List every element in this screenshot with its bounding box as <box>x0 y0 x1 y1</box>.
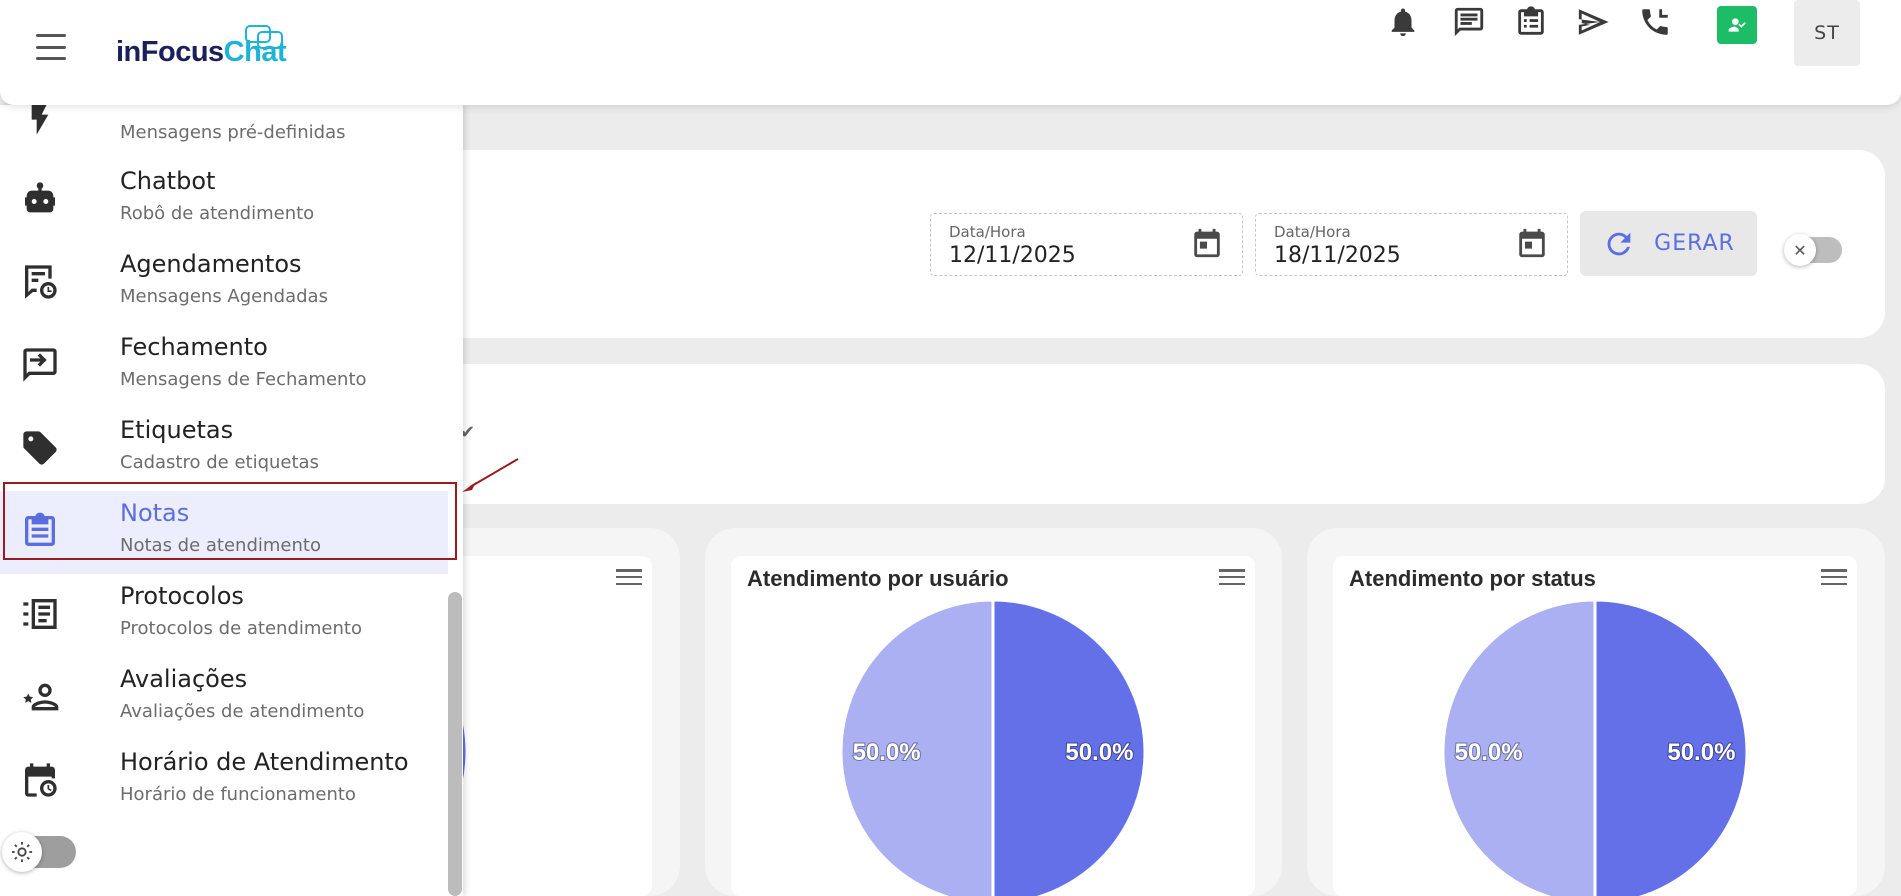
person-star-icon <box>20 677 60 717</box>
annotation-arrow <box>462 458 519 492</box>
pie-chart-2: 50.0% 50.0% <box>839 598 1147 896</box>
menu-icon[interactable] <box>30 30 72 64</box>
avatar[interactable]: ST <box>1794 0 1860 66</box>
sidebar-item-ratings[interactable]: Avaliações Avaliações de atendimento <box>0 657 448 740</box>
tag-icon <box>20 428 60 468</box>
sidebar-item-title: Protocolos <box>120 582 244 610</box>
send-icon[interactable] <box>1571 0 1615 44</box>
brightness-icon <box>2 832 42 872</box>
pie-slice-label: 50.0% <box>1065 739 1133 766</box>
sidebar-item-subtitle: Avaliações de atendimento <box>120 701 365 722</box>
start-date-field[interactable]: Data/Hora 12/11/2025 <box>930 213 1243 276</box>
pie-slice-label: 50.0% <box>1455 739 1523 766</box>
calendar-icon[interactable] <box>1515 226 1549 260</box>
pie-slice[interactable] <box>839 598 995 896</box>
sidebar-item-protocols[interactable]: Protocolos Protocolos de atendimento <box>0 574 448 657</box>
sidebar-item-title: Agendamentos <box>120 250 302 278</box>
sidebar-item-subtitle: Mensagens pré-definidas <box>120 122 346 143</box>
chart-menu-icon[interactable] <box>616 566 642 588</box>
chart-panel-1: 50.0%50.0% <box>420 528 680 896</box>
list-icon <box>20 594 60 634</box>
bell-icon[interactable] <box>1381 0 1425 44</box>
chart-title: Atendimento por status <box>1349 566 1596 591</box>
chart-panel-3: Atendimento por status 50.0% 50.0% <box>1307 528 1885 896</box>
message-arrow-icon <box>20 345 60 385</box>
chart-card-3: Atendimento por status 50.0% 50.0% <box>1333 556 1857 896</box>
schedule-icon <box>20 262 60 302</box>
sidebar-item-schedules[interactable]: Agendamentos Mensagens Agendadas <box>0 242 448 325</box>
start-date-label: Data/Hora <box>949 223 1026 241</box>
chart-menu-icon[interactable] <box>1219 566 1245 588</box>
pie-slice[interactable] <box>1441 598 1597 896</box>
sidebar-item-title: Fechamento <box>120 333 268 361</box>
tags-filter-card <box>440 364 1885 504</box>
end-date-label: Data/Hora <box>1274 223 1351 241</box>
calendar-icon[interactable] <box>1190 226 1224 260</box>
pie-chart-3: 50.0% 50.0% <box>1441 598 1749 896</box>
sidebar-item-subtitle: Mensagens Agendadas <box>120 286 328 307</box>
filter-toggle[interactable]: ✕ <box>1784 234 1842 266</box>
sidebar-item-subtitle: Mensagens de Fechamento <box>120 369 367 390</box>
notes-icon[interactable] <box>1509 0 1553 44</box>
sidebar-item-title: Etiquetas <box>120 416 234 444</box>
pie-slice[interactable] <box>991 598 1147 896</box>
sidebar-item-title: Horário de Atendimento <box>120 748 409 776</box>
end-date-field[interactable]: Data/Hora 18/11/2025 <box>1255 213 1568 276</box>
calendar-clock-icon <box>20 760 60 800</box>
generate-label: GERAR <box>1654 231 1735 256</box>
sidebar-item-subtitle: Cadastro de etiquetas <box>120 452 319 473</box>
chat-icon[interactable] <box>1447 0 1491 44</box>
top-app-bar: inFocusChat ST <box>0 0 1901 105</box>
sidebar-item-closing[interactable]: Fechamento Mensagens de Fechamento <box>0 325 448 408</box>
sidebar-item-quick-messages[interactable]: Mensagens pré-definidas <box>0 105 448 161</box>
refresh-icon <box>1607 232 1631 255</box>
chart-card-2: Atendimento por usuário 50.0% 50.0% <box>731 556 1255 896</box>
pie-slice-label: 50.0% <box>1667 739 1735 766</box>
chart-title: Atendimento por usuário <box>747 566 1009 591</box>
sidebar-scrollbar[interactable] <box>448 592 462 896</box>
sidebar-item-tags[interactable]: Etiquetas Cadastro de etiquetas <box>0 408 448 491</box>
bolt-icon <box>20 105 60 138</box>
logo-chat-bubble-icon <box>245 25 283 49</box>
sidebar-item-title: Chatbot <box>120 167 216 195</box>
navigation-drawer: Mensagens pré-definidas Chatbot Robô de … <box>0 105 463 896</box>
start-date-value[interactable]: 12/11/2025 <box>949 243 1076 268</box>
check-icon[interactable]: ✔ <box>460 422 476 443</box>
sidebar-item-business-hours[interactable]: Horário de Atendimento Horário de funcio… <box>0 740 448 823</box>
sidebar-item-title: Avaliações <box>120 665 248 693</box>
pie-slice-label: 50.0% <box>853 739 921 766</box>
sidebar-item-title: Notas <box>120 499 190 527</box>
end-date-value[interactable]: 18/11/2025 <box>1274 243 1401 268</box>
robot-icon <box>20 179 60 219</box>
sidebar-item-subtitle: Robô de atendimento <box>120 203 315 224</box>
chart-panel-2: Atendimento por usuário 50.0% 50.0% <box>705 528 1282 896</box>
sidebar-item-subtitle: Protocolos de atendimento <box>120 618 362 639</box>
pie-slice[interactable] <box>1593 598 1749 896</box>
generate-button[interactable]: GERAR <box>1580 211 1757 276</box>
sidebar-item-chatbot[interactable]: Chatbot Robô de atendimento <box>0 159 448 242</box>
sidebar-item-subtitle: Notas de atendimento <box>120 535 321 556</box>
close-icon: ✕ <box>1784 234 1816 266</box>
sidebar-item-subtitle: Horário de funcionamento <box>120 784 356 805</box>
notes-icon <box>20 511 60 551</box>
sidebar-item-notes[interactable]: Notas Notas de atendimento <box>0 491 448 574</box>
phone-icon[interactable] <box>1633 0 1677 44</box>
theme-toggle[interactable] <box>2 832 76 872</box>
user-check-icon[interactable] <box>1717 6 1757 44</box>
chart-menu-icon[interactable] <box>1821 566 1847 588</box>
